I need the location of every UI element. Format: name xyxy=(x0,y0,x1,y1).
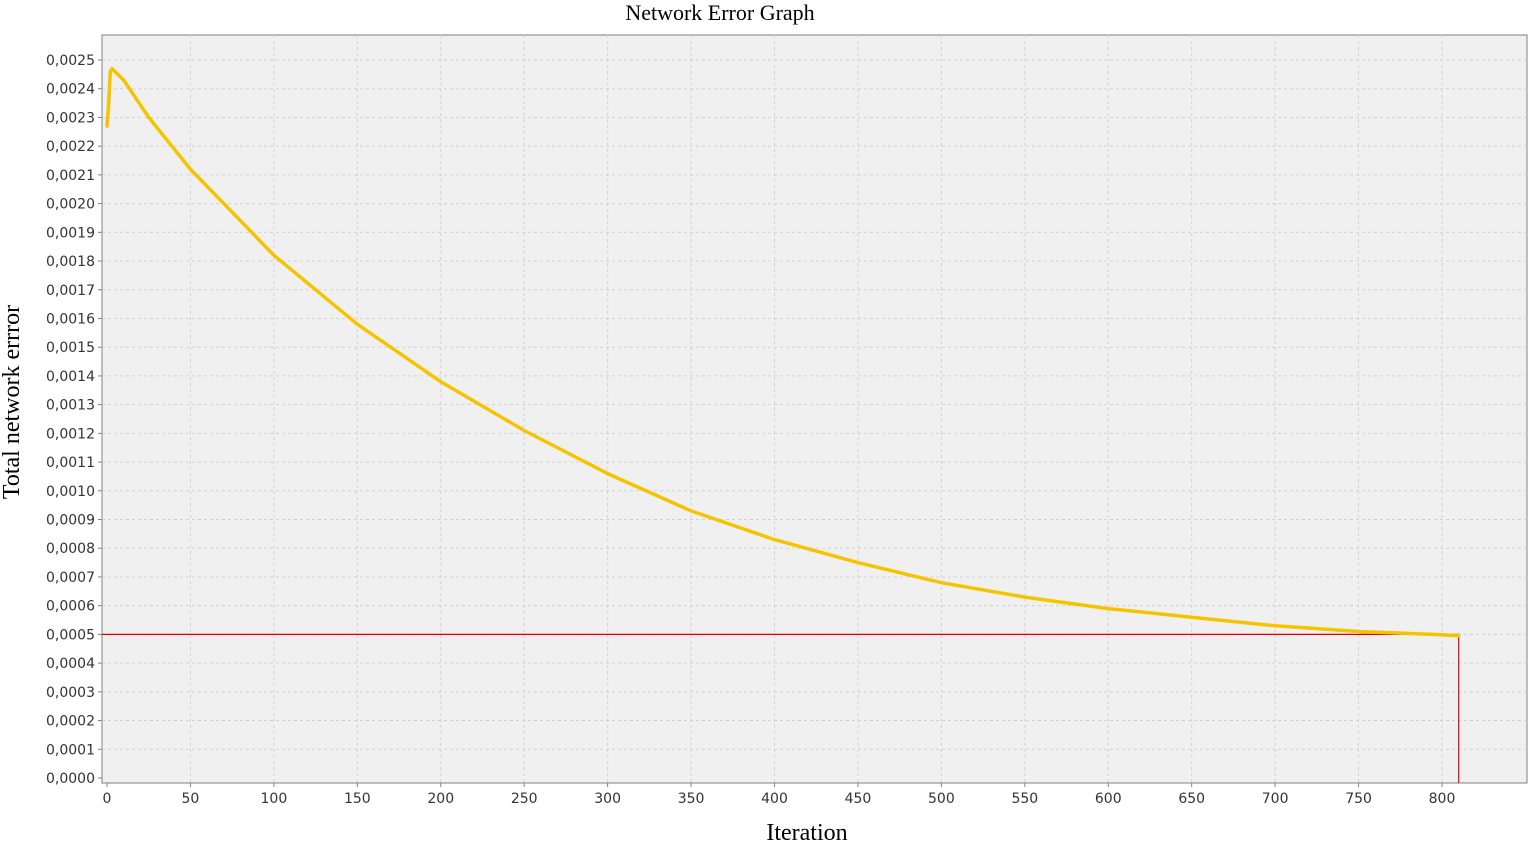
series-layer xyxy=(105,66,1461,638)
y-tick-label: 0,0019 xyxy=(46,225,95,241)
y-tick-label: 0,0007 xyxy=(46,570,95,586)
x-tick-label: 150 xyxy=(344,791,371,807)
x-tick-label: 800 xyxy=(1429,791,1456,807)
y-axis-label: Total network errror xyxy=(0,305,25,499)
x-tick-label: 700 xyxy=(1262,791,1289,807)
y-tick-label: 0,0006 xyxy=(46,599,95,615)
reference-lines xyxy=(102,633,1460,783)
y-axis-ticks: 0,0000 0,0001 0,0002 0,0003 0,0004 0,0005 0,00… xyxy=(46,53,102,787)
x-tick-label: 300 xyxy=(594,791,621,807)
x-axis-label: Iteration xyxy=(766,820,847,842)
x-tick-label: 600 xyxy=(1095,791,1122,807)
y-tick-label: 0,0013 xyxy=(46,398,95,414)
x-tick-label: 100 xyxy=(261,791,288,807)
x-tick-label: 550 xyxy=(1011,791,1038,807)
grid-lines xyxy=(102,35,1527,783)
y-tick-label: 0,0023 xyxy=(46,110,95,126)
y-tick-label: 0,0002 xyxy=(46,714,95,730)
x-tick-label: 350 xyxy=(678,791,705,807)
x-tick-label: 250 xyxy=(511,791,538,807)
y-tick-label: 0,0022 xyxy=(46,139,95,155)
chart-title: Network Error Graph xyxy=(625,0,814,25)
y-tick-label: 0,0012 xyxy=(46,426,95,442)
y-tick-label: 0,0005 xyxy=(46,627,95,643)
y-tick-label: 0,0009 xyxy=(46,513,95,529)
y-tick-label: 0,0017 xyxy=(46,283,95,299)
y-tick-label: 0,0003 xyxy=(46,685,95,701)
y-tick-label: 0,0018 xyxy=(46,254,95,270)
x-tick-label: 750 xyxy=(1345,791,1372,807)
error-series-line xyxy=(105,66,1461,638)
y-tick-label: 0,0015 xyxy=(46,340,95,356)
plot-area xyxy=(101,34,1528,784)
x-tick-label: 200 xyxy=(427,791,454,807)
y-tick-label: 0,0010 xyxy=(46,484,95,500)
x-axis-ticks: 0 50 100 150 200 250 300 350 400 450 500 550 600 650 7… xyxy=(103,783,1456,807)
y-tick-label: 0,0021 xyxy=(46,168,95,184)
x-tick-label: 450 xyxy=(845,791,872,807)
y-tick-label: 0,0001 xyxy=(46,742,95,758)
x-tick-label: 50 xyxy=(182,791,200,807)
y-tick-label: 0,0011 xyxy=(46,455,95,471)
y-tick-label: 0,0025 xyxy=(46,53,95,69)
x-tick-label: 650 xyxy=(1178,791,1205,807)
y-tick-label: 0,0004 xyxy=(46,656,95,672)
x-tick-label: 400 xyxy=(761,791,788,807)
y-tick-label: 0,0008 xyxy=(46,541,95,557)
x-tick-label: 500 xyxy=(928,791,955,807)
x-tick-label: 0 xyxy=(103,791,112,807)
y-tick-label: 0,0020 xyxy=(46,197,95,213)
y-tick-label: 0,0014 xyxy=(46,369,95,385)
y-tick-label: 0,0016 xyxy=(46,311,95,327)
y-tick-label: 0,0000 xyxy=(46,771,95,787)
y-tick-label: 0,0024 xyxy=(46,82,95,98)
